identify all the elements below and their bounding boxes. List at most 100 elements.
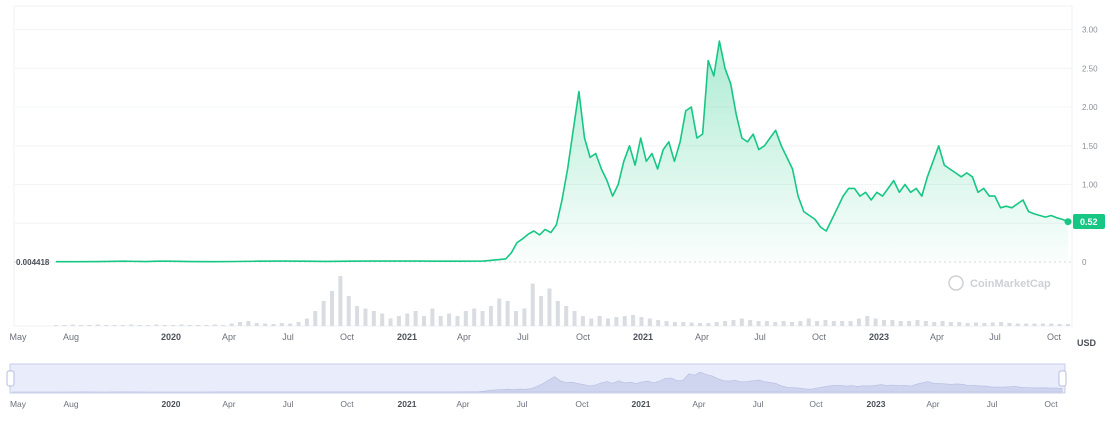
volume-bar bbox=[54, 325, 58, 326]
x-tick-label: May bbox=[9, 332, 27, 342]
x-tick-label: Apr bbox=[222, 332, 236, 342]
volume-bar bbox=[622, 316, 627, 326]
volume-bar bbox=[672, 322, 677, 326]
volume-bar bbox=[1040, 323, 1045, 326]
x-tick-label: Apr bbox=[695, 332, 709, 342]
x-tick-label: Oct bbox=[340, 332, 355, 342]
volume-bar bbox=[120, 325, 125, 326]
volume-bar bbox=[739, 318, 744, 326]
navigator-handle-left[interactable] bbox=[6, 370, 15, 387]
volume-bar bbox=[87, 325, 92, 326]
navigator-tick-label: Apr bbox=[456, 399, 469, 409]
currency-label: USD bbox=[1077, 338, 1097, 348]
volume-bar bbox=[1032, 323, 1037, 326]
volume-bar bbox=[815, 321, 820, 326]
volume-bar bbox=[162, 325, 167, 326]
navigator-tick-label: Oct bbox=[809, 399, 823, 409]
volume-bar bbox=[597, 316, 602, 326]
volume-bar bbox=[137, 325, 142, 326]
volume-bar bbox=[990, 322, 995, 326]
volume-bar bbox=[296, 322, 301, 326]
range-navigator[interactable] bbox=[6, 363, 1067, 394]
volume-bar bbox=[932, 322, 937, 326]
volume-bar bbox=[1007, 323, 1012, 326]
navigator-tick-label: 2021 bbox=[398, 399, 417, 409]
plot-frame bbox=[13, 5, 1073, 327]
navigator-tick-label: Jul bbox=[517, 399, 528, 409]
volume-bar bbox=[129, 324, 134, 326]
x-tick-label: 2020 bbox=[161, 332, 181, 342]
volume-bar bbox=[790, 322, 794, 326]
coinmarketcap-watermark: CoinMarketCap bbox=[948, 275, 1051, 291]
navigator-tick-label: May bbox=[10, 399, 27, 409]
volume-bar bbox=[388, 318, 393, 326]
navigator-tick-label: 2023 bbox=[867, 399, 886, 409]
volume-bar bbox=[472, 308, 477, 326]
x-tick-label: Aug bbox=[63, 332, 79, 342]
volume-bar bbox=[848, 321, 853, 326]
volume-bar bbox=[146, 325, 150, 326]
volume-bar bbox=[915, 320, 920, 326]
volume-bar bbox=[639, 317, 644, 326]
volume-bar bbox=[112, 325, 117, 326]
volume-bar bbox=[254, 323, 259, 326]
volume-bar bbox=[974, 322, 978, 326]
volume-bar bbox=[589, 318, 594, 326]
volume-bar bbox=[455, 316, 460, 326]
volume-bar bbox=[179, 324, 184, 326]
watermark-text: CoinMarketCap bbox=[970, 278, 1051, 290]
volume-bar bbox=[522, 308, 527, 326]
volume-bar bbox=[865, 316, 870, 326]
volume-bar bbox=[898, 321, 903, 326]
volume-bar bbox=[965, 323, 970, 326]
volume-bar bbox=[890, 320, 895, 326]
volume-bar bbox=[271, 324, 276, 326]
volume-bar bbox=[187, 325, 192, 326]
volume-bar bbox=[948, 322, 953, 326]
volume-bar bbox=[731, 320, 736, 326]
volume-bar bbox=[204, 325, 209, 326]
volume-bar bbox=[1066, 324, 1070, 326]
volume-bar bbox=[212, 324, 217, 326]
volume-bar bbox=[723, 321, 728, 326]
volume-bar bbox=[321, 301, 326, 326]
volume-bar bbox=[1057, 324, 1062, 326]
volume-bar bbox=[396, 316, 401, 326]
volume-bar bbox=[781, 321, 786, 326]
navigator-handle-right[interactable] bbox=[1058, 370, 1067, 387]
volume-bar bbox=[313, 311, 318, 326]
volume-bar bbox=[104, 325, 109, 326]
volume-bar bbox=[338, 276, 343, 326]
x-tick-label: Jul bbox=[517, 332, 529, 342]
volume-bar bbox=[346, 296, 351, 326]
volume-bar bbox=[923, 321, 928, 326]
volume-bar bbox=[154, 324, 159, 326]
x-tick-label: 2021 bbox=[397, 332, 417, 342]
volume-bar bbox=[748, 320, 753, 326]
x-tick-label: Oct bbox=[576, 332, 591, 342]
volume-bar bbox=[999, 322, 1004, 326]
volume-bar bbox=[840, 321, 845, 326]
volume-bar bbox=[806, 318, 811, 326]
volume-bar bbox=[405, 313, 410, 326]
coinmarketcap-logo-icon bbox=[948, 275, 964, 291]
current-price-badge bbox=[1073, 214, 1105, 229]
navigator-tick-label: Aug bbox=[63, 399, 78, 409]
price-line bbox=[56, 40, 1069, 263]
volume-bar bbox=[547, 288, 552, 326]
volume-bar bbox=[982, 323, 987, 326]
y-tick-label: 0 bbox=[1082, 258, 1087, 267]
y-tick-label: 1.00 bbox=[1082, 181, 1098, 190]
volume-bar bbox=[438, 316, 443, 326]
volume-bar bbox=[363, 308, 368, 326]
volume-bar bbox=[263, 323, 268, 326]
navigator-tick-label: Apr bbox=[926, 399, 939, 409]
y-tick-label: 2.00 bbox=[1082, 103, 1098, 112]
volume-bar bbox=[764, 321, 769, 326]
volume-bar bbox=[831, 321, 836, 326]
volume-bar bbox=[957, 322, 962, 326]
volume-bar bbox=[564, 306, 569, 326]
volume-bar bbox=[79, 325, 84, 326]
